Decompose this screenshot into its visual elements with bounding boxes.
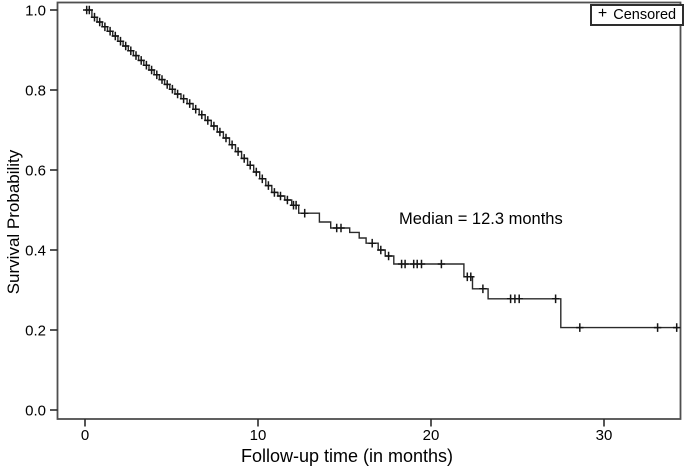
legend-censored: + Censored	[590, 4, 684, 26]
y-tick-label: 0.6	[25, 163, 46, 180]
y-axis-label: Survival Probability	[4, 149, 23, 295]
censored-marks	[83, 5, 681, 332]
median-annotation: Median = 12.3 months	[399, 210, 563, 228]
survival-step-curve	[85, 9, 679, 329]
y-tick-label: 0.2	[25, 323, 46, 340]
x-axis-label: Follow-up time (in months)	[240, 446, 454, 466]
x-tick-label: 10	[250, 427, 267, 444]
y-tick-label: 1.0	[25, 3, 46, 20]
y-tick-label: 0.4	[25, 243, 46, 260]
x-tick-label: 20	[423, 427, 440, 444]
censored-plus-icon: +	[597, 5, 608, 22]
y-tick-label: 0.8	[25, 83, 46, 100]
y-tick-label: 0.0	[25, 403, 46, 420]
plot-border	[56, 1, 682, 420]
x-tick-label: 30	[596, 427, 613, 444]
legend-label: Censored	[613, 6, 677, 23]
x-tick-label: 0	[81, 427, 89, 444]
